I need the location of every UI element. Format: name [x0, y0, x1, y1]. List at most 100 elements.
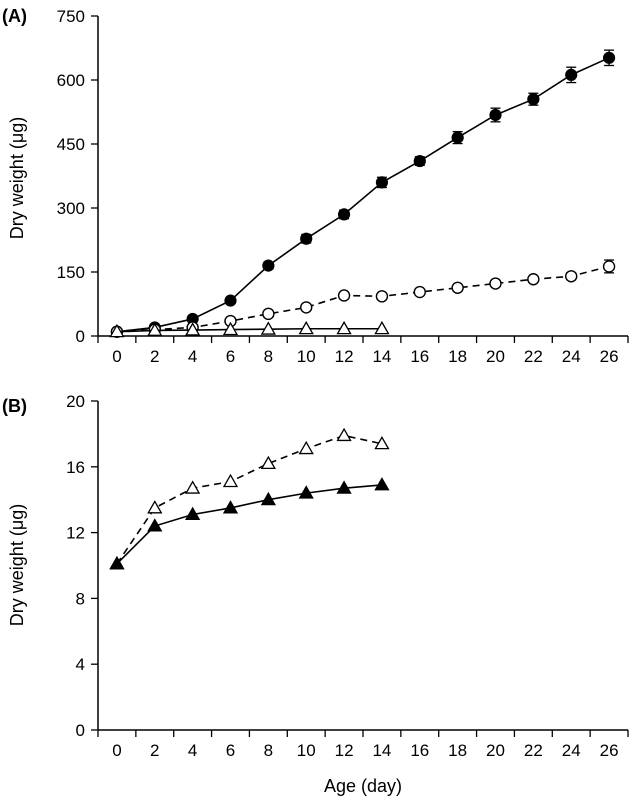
- panel-a-series-0-point: [565, 68, 578, 81]
- panel-a-series-1-point: [565, 270, 578, 283]
- panel-b-series-0-point: [147, 500, 163, 514]
- panel-b-series-1-point: [374, 477, 390, 491]
- panel-a-series-2-point: [298, 320, 314, 335]
- panel-a-x-tick-label: 24: [562, 347, 581, 366]
- panel-a-series-0-point: [489, 108, 502, 122]
- panel-a-series-0-point: [262, 259, 275, 272]
- panel-a-series-2-point: [374, 320, 390, 335]
- panel-b-x-tick-label: 12: [335, 741, 354, 760]
- panel-a-label: (A): [2, 6, 27, 26]
- panel-b-y-tick-label: 4: [76, 655, 85, 674]
- panel-b-y-tick-label: 0: [76, 721, 85, 740]
- panel-a-series-0-point: [375, 176, 389, 189]
- panel-b-x-tick-label: 20: [486, 741, 505, 760]
- panel-a-series-0-line: [116, 57, 610, 333]
- panel-a-x-tick-label: 2: [150, 347, 159, 366]
- panel-b-series-0-point: [374, 435, 390, 450]
- panel-a: (A) Dry weight (μg) 0 2 4 6 8 10 12 14 16 18 20 22 2…: [2, 6, 629, 366]
- panel-a-series-0-point: [413, 154, 426, 168]
- panel-a-x-tick-label: 10: [297, 347, 316, 366]
- panel-b-series-1-point: [222, 500, 239, 514]
- panel-a-series-1-point: [262, 307, 275, 321]
- panel-a-series-1-point: [413, 285, 426, 299]
- panel-b-y-tick-label: 12: [66, 524, 85, 543]
- panel-a-y-tick-label: 0: [76, 327, 85, 346]
- panel-a-x-tick-label: 26: [600, 347, 619, 366]
- panel-a-series: [109, 49, 616, 338]
- panel-b-series-0-point: [336, 427, 352, 442]
- panel-a-series-2-point: [260, 321, 276, 335]
- panel-a-series-0-point: [527, 93, 540, 106]
- panel-a-series-2-point: [147, 322, 163, 336]
- panel-b-y-tick-label: 8: [76, 589, 85, 608]
- panel-a-series-0-point: [337, 208, 351, 221]
- panel-b-x-tick-label: 10: [297, 741, 316, 760]
- panel-b-label: (B): [2, 396, 27, 416]
- panel-a-series-1-point: [375, 290, 389, 303]
- panel-b-x-tick-label: 4: [188, 741, 197, 760]
- panel-a-series-1-line: [116, 265, 610, 333]
- panel-b-series-0-point: [298, 440, 314, 455]
- panel-a-x-tick-label: 22: [524, 347, 543, 366]
- panel-a-series-1-point: [451, 281, 464, 294]
- panel-b-series-1-point: [147, 518, 163, 532]
- panel-a-y-tick-label: 300: [57, 199, 85, 218]
- panel-a-y-tick-label: 450: [57, 135, 85, 154]
- panel-b-series-1-point: [298, 485, 314, 499]
- panel-a-series-0-point: [300, 232, 313, 245]
- panel-a-y-tick-label: 600: [57, 71, 85, 90]
- panel-a-series-1-point: [300, 301, 313, 314]
- panel-a-y-tick-label: 750: [57, 7, 85, 26]
- panel-b-y-tick-label: 16: [66, 458, 85, 477]
- panel-b-series-1-point: [109, 556, 125, 570]
- panel-a-x-tick-label: 16: [410, 347, 429, 366]
- panel-b-series: [109, 427, 390, 570]
- panel-a-x-tick-label: 6: [226, 347, 235, 366]
- panel-a-series-0-point: [224, 294, 237, 307]
- panel-a-x-tick-label: 14: [372, 347, 391, 366]
- panel-b: (B) Dry weight (μg) Age (day) 0 2 4 6 8 10 12 1…: [2, 392, 629, 796]
- panel-a-x-tick-label: 18: [448, 347, 467, 366]
- panel-a-x-tick-label: 20: [486, 347, 505, 366]
- panel-b-x-tick-label: 8: [264, 741, 273, 760]
- panel-b-series-1-point: [336, 480, 352, 494]
- panel-a-series-1-point: [337, 289, 351, 302]
- panel-b-x-axis-label: Age (day): [324, 776, 402, 796]
- panel-a-x-tick-label: 12: [335, 347, 354, 366]
- panel-a-series-0-point: [602, 51, 616, 64]
- panel-b-x-tick-label: 6: [226, 741, 235, 760]
- panel-a-series-2-point: [185, 322, 201, 336]
- panel-b-series-1-point: [185, 506, 201, 521]
- panel-a-series-2-point: [109, 323, 125, 338]
- panel-a-series-2-line: [116, 327, 382, 333]
- panel-b-series-0-line: [116, 434, 383, 565]
- panel-b-series-0-point: [185, 480, 201, 494]
- panel-a-y-tick-label: 150: [57, 263, 85, 282]
- panel-b-x-tick-label: 16: [410, 741, 429, 760]
- panel-a-series-2-point: [222, 321, 239, 336]
- panel-b-series-0-point: [260, 455, 276, 470]
- panel-a-y-axis-label: Dry weight (μg): [7, 117, 27, 239]
- panel-b-y-axis-label: Dry weight (μg): [7, 504, 27, 626]
- panel-a-series-1-point: [489, 277, 502, 290]
- panel-b-x-tick-label: 26: [600, 741, 619, 760]
- panel-b-x-tick-label: 22: [524, 741, 543, 760]
- panel-b-series-1-line: [116, 484, 382, 565]
- panel-b-x-tick-label: 18: [448, 741, 467, 760]
- panel-a-x-tick-label: 0: [112, 347, 121, 366]
- panel-b-x-tick-label: 0: [112, 741, 121, 760]
- panel-b-x-tick-label: 24: [562, 741, 581, 760]
- panel-b-series-0-point: [222, 473, 239, 488]
- panel-a-series-2-point: [336, 320, 352, 335]
- panel-b-y-tick-label: 20: [66, 392, 85, 411]
- panel-a-series-0-point: [451, 131, 464, 144]
- panel-a-x-tick-label: 8: [264, 347, 273, 366]
- panel-a-x-tick-label: 4: [188, 347, 197, 366]
- panel-b-x-tick-label: 2: [150, 741, 159, 760]
- panel-b-series-1-point: [260, 491, 276, 506]
- panel-a-series-1-point: [527, 273, 540, 286]
- panel-b-x-tick-label: 14: [372, 741, 391, 760]
